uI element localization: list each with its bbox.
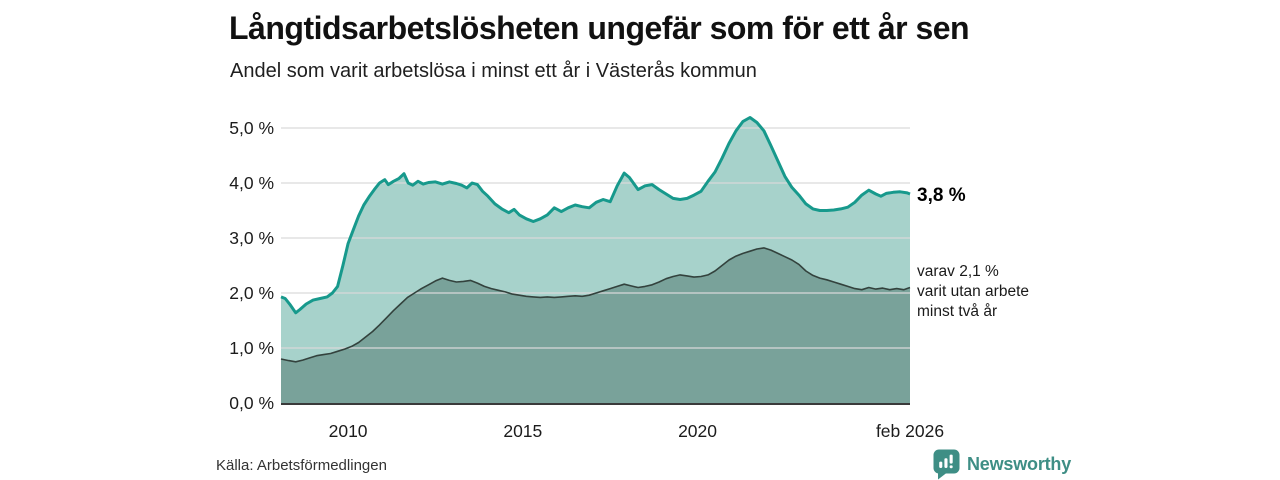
area-series-1: [281, 247, 910, 403]
newsworthy-icon: [933, 449, 960, 479]
two-year-annotation: varav 2,1 % varit utan arbete minst två …: [917, 262, 1087, 322]
ytick-label-4: 4,0 %: [229, 173, 274, 193]
two-year-annotation-line2: varit utan arbete: [917, 283, 1030, 300]
ytick-label-2: 2,0 %: [229, 283, 274, 303]
two-year-annotation-line3: minst två år: [917, 303, 998, 320]
ytick-label-3: 3,0 %: [229, 228, 274, 248]
xtick-label-3: feb 2026: [876, 421, 944, 441]
xtick-label-0: 2010: [329, 421, 368, 441]
line-series-0: [280, 116, 911, 315]
two-year-annotation-line1: varav 2,1 %: [917, 263, 999, 280]
line-series-1: [280, 247, 911, 363]
chart-subtitle: Andel som varit arbetslösa i minst ett å…: [230, 60, 757, 82]
xtick-label-2: 2020: [678, 421, 717, 441]
newsworthy-logo: Newsworthy: [933, 449, 1071, 479]
ytick-label-5: 5,0 %: [229, 118, 274, 138]
xtick-label-1: 2015: [503, 421, 542, 441]
latest-value-label: 3,8 %: [917, 185, 966, 206]
ytick-label-0: 0,0 %: [229, 393, 274, 413]
ytick-label-1: 1,0 %: [229, 338, 274, 358]
source-note: Källa: Arbetsförmedlingen: [216, 457, 387, 474]
newsworthy-wordmark: Newsworthy: [967, 453, 1072, 474]
page-title: Långtidsarbetslösheten ungefär som för e…: [229, 10, 970, 46]
